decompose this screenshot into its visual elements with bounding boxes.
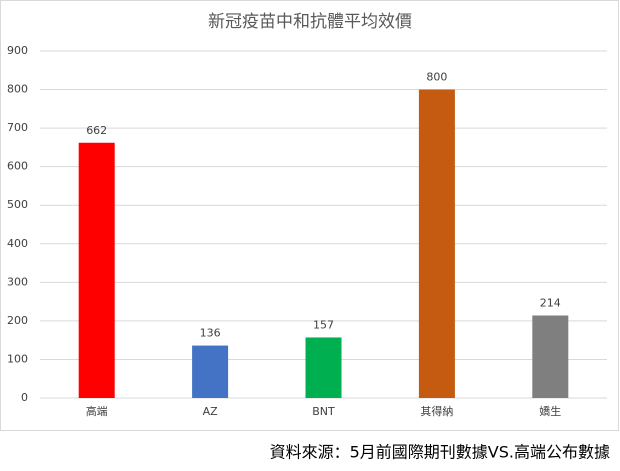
x-tick-label: AZ <box>203 405 219 418</box>
y-tick-label: 400 <box>7 237 28 250</box>
data-label: 800 <box>426 71 447 84</box>
data-label: 157 <box>313 318 334 331</box>
data-label: 662 <box>86 124 107 137</box>
data-label: 136 <box>200 327 221 340</box>
y-tick-label: 500 <box>7 198 28 211</box>
bar <box>418 89 455 399</box>
y-tick-label: 300 <box>7 275 28 288</box>
y-tick-label: 100 <box>7 352 28 365</box>
x-tick-label: 高端 <box>86 404 108 418</box>
y-tick-label: 800 <box>7 83 28 96</box>
x-tick-label: 其得納 <box>420 405 453 418</box>
data-label: 214 <box>540 296 561 309</box>
bar <box>305 337 342 398</box>
bar <box>78 142 115 398</box>
x-tick-label: 嬌生 <box>539 404 561 418</box>
bar <box>532 315 569 398</box>
y-tick-label: 900 <box>7 44 28 57</box>
chart-title: 新冠疫苗中和抗體平均效價 <box>208 12 412 32</box>
y-tick-label: 200 <box>7 314 28 327</box>
y-tick-label: 700 <box>7 121 28 134</box>
y-tick-label: 0 <box>21 391 28 404</box>
source-note: 資料來源：5月前國際期刊數據VS.高端公布數據 <box>270 443 610 462</box>
bar <box>192 345 229 398</box>
y-tick-label: 600 <box>7 160 28 173</box>
x-tick-label: BNT <box>312 405 335 418</box>
